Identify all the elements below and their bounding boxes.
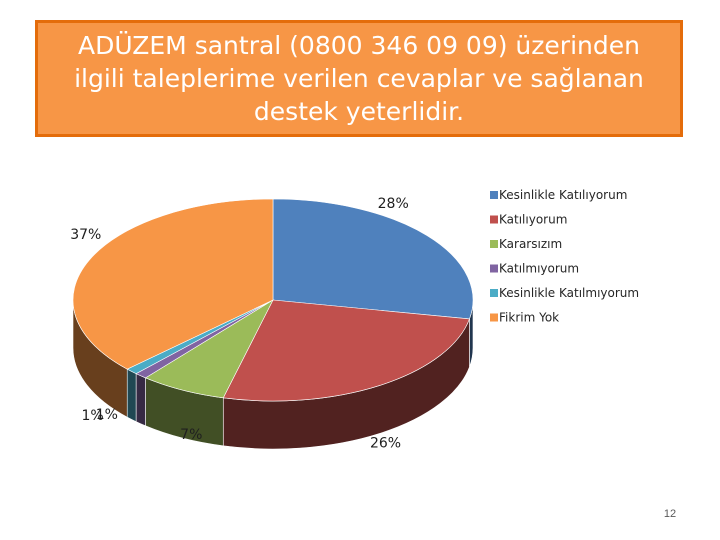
legend-item-4: Kesinlikle Katılmıyorum bbox=[490, 286, 639, 300]
legend-item-5: Fikrim Yok bbox=[490, 311, 559, 325]
legend-item-2: Kararsızım bbox=[490, 237, 562, 251]
data-label-1: 26% bbox=[370, 436, 401, 452]
title-box: ADÜZEM santral (0800 346 09 09) üzerinde… bbox=[35, 20, 683, 137]
legend-item-1: Katılıyorum bbox=[490, 213, 567, 227]
data-label-4: 1% bbox=[81, 408, 103, 424]
data-label-3: 1% bbox=[96, 407, 118, 423]
pie-side-3 bbox=[135, 373, 146, 427]
legend-swatch-0 bbox=[490, 191, 498, 199]
pie-slice-5 bbox=[72, 198, 274, 370]
legend-label-0: Kesinlikle Katılıyorum bbox=[499, 188, 627, 202]
slide-title: ADÜZEM santral (0800 346 09 09) üzerinde… bbox=[74, 31, 644, 126]
data-label-5: 37% bbox=[70, 227, 101, 243]
legend-label-2: Kararsızım bbox=[499, 237, 562, 251]
legend-swatch-3 bbox=[490, 264, 498, 273]
legend-swatch-2 bbox=[490, 240, 498, 248]
legend-item-3: Katılmıyorum bbox=[490, 262, 579, 276]
legend-swatch-1 bbox=[490, 215, 498, 224]
legend-swatch-5 bbox=[490, 313, 498, 322]
data-label-0: 28% bbox=[378, 196, 409, 212]
data-label-2: 7% bbox=[180, 427, 202, 443]
legend-label-1: Katılıyorum bbox=[499, 213, 567, 227]
pie-slice-1 bbox=[222, 299, 470, 402]
legend: Kesinlikle Katılıyorum Katılıyorum Kararsı… bbox=[490, 188, 639, 325]
legend-label-4: Kesinlikle Katılmıyorum bbox=[499, 286, 639, 300]
pie-labels: 28% 26% 7% 1%1% 37% bbox=[70, 196, 409, 452]
pie-side-4 bbox=[126, 368, 137, 423]
legend-item-0: Kesinlikle Katılıyorum bbox=[490, 188, 627, 202]
page-number: 12 bbox=[663, 508, 677, 520]
pie-slice-0 bbox=[272, 198, 474, 320]
pie-tops bbox=[72, 198, 474, 402]
legend-swatch-4 bbox=[490, 289, 498, 297]
legend-label-5: Fikrim Yok bbox=[499, 311, 559, 325]
legend-label-3: Katılmıyorum bbox=[499, 262, 579, 276]
